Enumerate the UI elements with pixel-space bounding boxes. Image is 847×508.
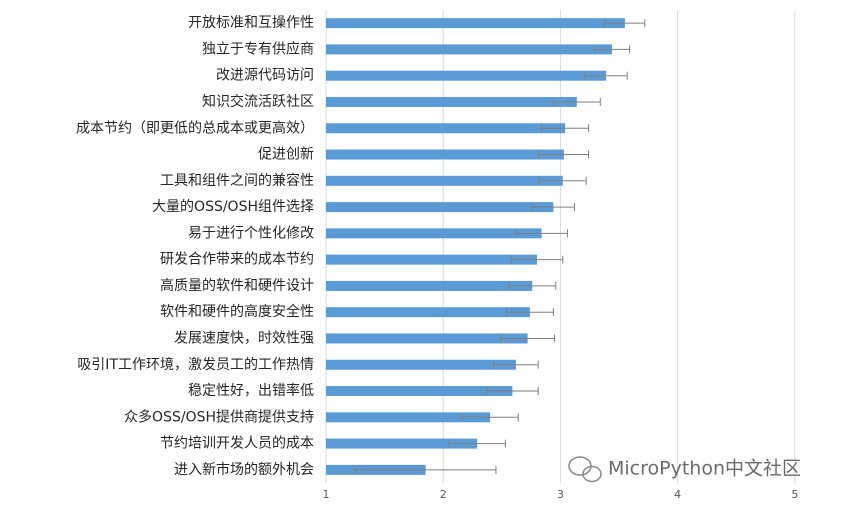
bar xyxy=(326,202,554,213)
error-bar xyxy=(486,387,539,396)
bar xyxy=(326,175,563,186)
bar xyxy=(326,386,513,397)
bar xyxy=(326,44,612,55)
y-tick-label: 进入新市场的额外机会 xyxy=(174,461,314,478)
y-tick-label: 高质量的软件和硬件设计 xyxy=(160,277,314,294)
error-bar xyxy=(500,334,556,343)
y-tick-label: 大量的OSS/OSH组件选择 xyxy=(152,199,314,215)
y-tick-label: 改进源代码访问 xyxy=(216,68,314,84)
y-tick-label: 发展速度快，时效性强 xyxy=(174,330,314,346)
bar xyxy=(326,123,566,134)
y-tick-label: 稳定性好，出错率低 xyxy=(188,382,314,399)
bar xyxy=(326,228,542,239)
error-bar xyxy=(510,255,564,264)
y-tick-label: 研发合作带来的成本节约 xyxy=(160,252,314,268)
y-tick-label: 节约培训开发人员的成本 xyxy=(160,436,314,452)
y-tick-label: 软件和硬件的高度安全性 xyxy=(160,303,314,320)
x-tick-label: 1 xyxy=(323,488,330,501)
bar xyxy=(326,18,625,29)
bar xyxy=(326,438,478,449)
y-tick-label: 促进创新 xyxy=(258,147,314,163)
x-tick-label: 3 xyxy=(557,488,564,501)
x-tick-label: 5 xyxy=(791,488,798,501)
y-tick-label: 独立于专有供应商 xyxy=(202,40,314,57)
watermark: MicroPython中文社区 xyxy=(608,458,801,480)
bar xyxy=(326,70,607,81)
bar xyxy=(326,307,530,318)
error-bar xyxy=(354,465,497,474)
bar xyxy=(326,96,577,107)
error-bar xyxy=(538,176,587,185)
y-tick-label: 开放标准和互操作性 xyxy=(188,15,314,31)
bar xyxy=(326,280,533,291)
error-bar xyxy=(541,124,590,133)
bar xyxy=(326,333,528,344)
watermark-icon xyxy=(568,456,602,483)
error-bar xyxy=(448,439,506,448)
x-tick-label: 2 xyxy=(440,488,447,501)
error-bar xyxy=(604,19,646,28)
bar xyxy=(326,149,564,160)
y-tick-label: 知识交流活跃社区 xyxy=(202,93,314,110)
y-tick-label: 吸引IT工作环境，激发员工的工作热情 xyxy=(77,356,314,373)
bar xyxy=(326,359,516,370)
error-bar xyxy=(506,308,554,317)
error-bar xyxy=(584,71,628,80)
y-tick-label: 众多OSS/OSH提供商提供支持 xyxy=(124,408,314,425)
error-bar xyxy=(531,203,575,212)
error-bar xyxy=(461,413,519,422)
error-bar xyxy=(538,150,590,159)
y-tick-label: 成本节约（即更低的总成本或更高效） xyxy=(76,119,314,136)
error-bar xyxy=(508,281,557,290)
x-tick-label: 4 xyxy=(674,488,681,501)
y-tick-label: 工具和组件之间的兼容性 xyxy=(160,172,314,189)
bar xyxy=(326,412,491,423)
error-bar xyxy=(593,45,631,54)
bar xyxy=(326,254,537,265)
y-tick-label: 易于进行个性化修改 xyxy=(188,225,314,241)
plot: 1 2 3 4 5 开放标准和互操作性独立于专有供应商改进源代码访问知识交流活跃社区成本节… xyxy=(76,10,798,501)
error-bar xyxy=(493,360,539,369)
error-bar xyxy=(515,229,568,238)
error-bar xyxy=(552,97,601,106)
